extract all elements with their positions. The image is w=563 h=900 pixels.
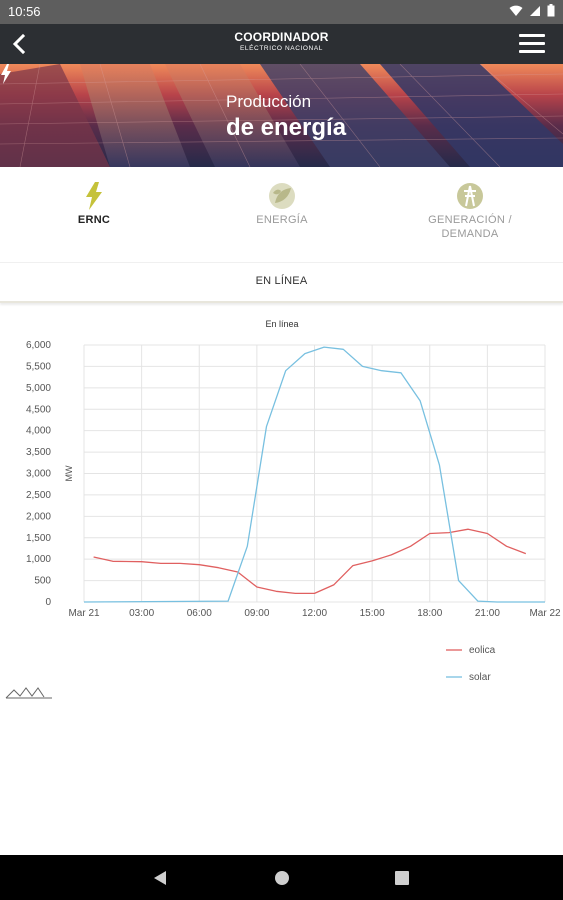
y-tick-label: 3,000: [26, 469, 51, 480]
x-tick-label: 18:00: [417, 608, 442, 619]
status-time: 10:56: [8, 4, 41, 19]
logo-subtitle: ELÉCTRICO NACIONAL: [239, 45, 324, 52]
x-tick-label: 03:00: [129, 608, 154, 619]
category-tabs: ERNC ENERGÍA GENERACIÓN / DEMANDA: [0, 167, 563, 257]
series-line-eolica: [93, 528, 527, 595]
subtab-en-linea[interactable]: EN LÍNEA: [0, 262, 563, 303]
y-tick-label: 1,000: [26, 554, 51, 565]
y-tick-label: 2,500: [26, 490, 51, 501]
line-chart: En línea 6,000 5,500 5,000 4,500 4,000 3,500 3,…: [5, 319, 561, 699]
tab-energia[interactable]: ENERGÍA: [188, 167, 376, 257]
y-tick-label: 2,000: [26, 511, 51, 522]
bolt-icon: [86, 182, 102, 210]
nav-back-icon[interactable]: [150, 867, 172, 889]
status-icons: [509, 4, 555, 17]
tab-label: ENERGÍA: [256, 214, 308, 226]
signal-icon: [530, 5, 540, 16]
back-arrow-icon[interactable]: [6, 30, 34, 58]
wifi-icon: [509, 5, 523, 16]
app-bar: COORDINADOR ELÉCTRICO NACIONAL: [0, 24, 563, 64]
x-tick-label: 09:00: [244, 608, 269, 619]
y-tick-label: 5,000: [26, 383, 51, 394]
x-tick-label: 15:00: [360, 608, 385, 619]
x-tick-label: 21:00: [475, 608, 500, 619]
tab-ernc[interactable]: ERNC: [0, 167, 188, 257]
chart-title: En línea: [265, 319, 298, 329]
hero-title-line1: Producción: [226, 92, 312, 111]
legend-label-solar: solar: [469, 672, 491, 683]
hamburger-menu-icon[interactable]: [519, 34, 545, 54]
nav-home-icon[interactable]: [271, 867, 293, 889]
series-line-solar: [83, 346, 545, 603]
y-tick-label: 4,500: [26, 404, 51, 415]
power-tower-icon: [457, 183, 483, 209]
battery-icon: [547, 4, 555, 17]
y-tick-label: 4,000: [26, 426, 51, 437]
solar-panels-image: [0, 64, 563, 167]
hero-title-line2: de energía: [226, 114, 347, 141]
y-axis-label: MW: [64, 465, 74, 481]
subtab-label: EN LÍNEA: [255, 275, 308, 287]
tab-label: GENERACIÓN / DEMANDA: [376, 213, 563, 241]
tab-label: ERNC: [77, 214, 111, 226]
system-nav-bar: [0, 855, 563, 900]
navigator-sparkline-icon: [5, 687, 45, 699]
nav-recents-icon[interactable]: [391, 867, 413, 889]
x-tick-label: 12:00: [302, 608, 327, 619]
tab-generacion-demanda[interactable]: GENERACIÓN / DEMANDA: [376, 167, 563, 257]
hero-banner: Producción de energía: [0, 64, 563, 167]
bolt-icon: [1, 64, 11, 84]
y-tick-label: 500: [34, 576, 51, 587]
y-tick-label: 6,000: [26, 340, 51, 351]
tab-label-line2: DEMANDA: [441, 228, 499, 240]
x-tick-label: Mar 21: [68, 608, 100, 619]
x-tick-label: Mar 22: [529, 608, 561, 619]
y-tick-label: 3,500: [26, 447, 51, 458]
leaf-icon: [269, 183, 295, 209]
chart-container: En línea 6,000 5,500 5,000 4,500 4,000 3,500 3,…: [0, 300, 563, 720]
y-tick-label: 0: [45, 597, 51, 608]
tab-label-line1: GENERACIÓN /: [428, 214, 512, 226]
logo-title: COORDINADOR: [234, 30, 329, 44]
legend-label-eolica: eolica: [469, 645, 496, 656]
y-tick-label: 1,500: [26, 533, 51, 544]
y-tick-label: 5,500: [26, 361, 51, 372]
x-tick-label: 06:00: [187, 608, 212, 619]
status-bar: 10:56: [0, 0, 563, 24]
